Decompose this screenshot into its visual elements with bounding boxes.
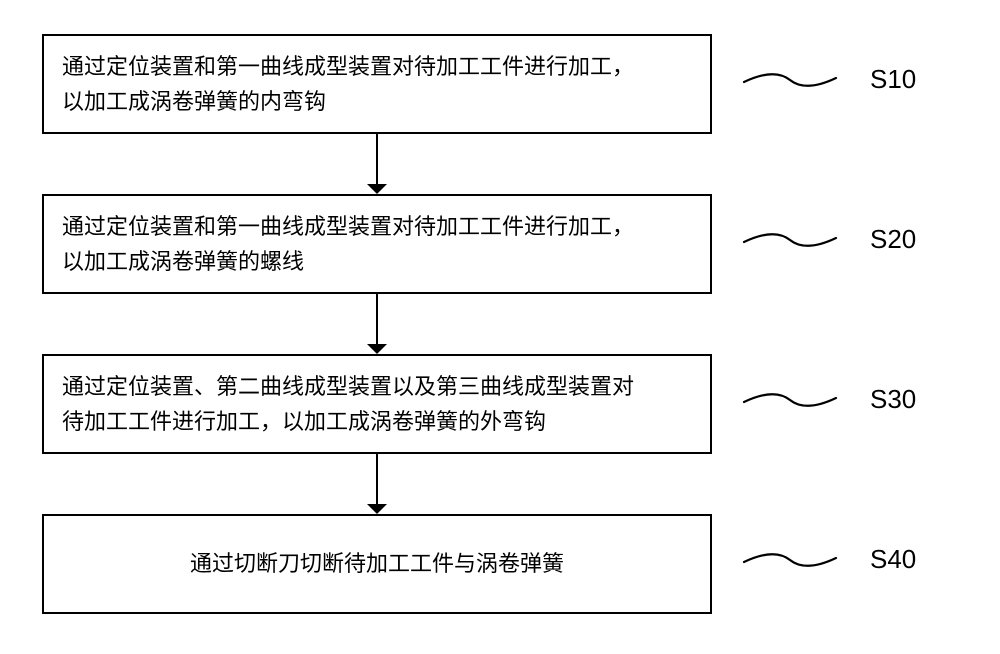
step-label-s30: S30 — [870, 384, 916, 415]
tilde-connector — [740, 60, 840, 100]
tilde-connector — [740, 380, 840, 420]
flow-step-text: 通过切断刀切断待加工工件与涡卷弹簧 — [190, 546, 564, 581]
arrow-head-2 — [367, 344, 387, 354]
flow-step-s30: 通过定位装置、第二曲线成型装置以及第三曲线成型装置对 待加工工件进行加工，以加工… — [42, 354, 712, 454]
arrow-line-1 — [376, 134, 378, 184]
arrow-line-2 — [376, 294, 378, 344]
flow-step-text: 通过定位装置和第一曲线成型装置对待加工工件进行加工， 以加工成涡卷弹簧的内弯钩 — [62, 49, 634, 119]
tilde-connector — [740, 220, 840, 260]
step-label-s10: S10 — [870, 64, 916, 95]
step-label-s40: S40 — [870, 544, 916, 575]
flow-step-s40: 通过切断刀切断待加工工件与涡卷弹簧 — [42, 514, 712, 614]
step-label-s20: S20 — [870, 224, 916, 255]
flow-step-s20: 通过定位装置和第一曲线成型装置对待加工工件进行加工， 以加工成涡卷弹簧的螺线 — [42, 194, 712, 294]
flow-step-s10: 通过定位装置和第一曲线成型装置对待加工工件进行加工， 以加工成涡卷弹簧的内弯钩 — [42, 34, 712, 134]
arrow-head-1 — [367, 184, 387, 194]
arrow-head-3 — [367, 504, 387, 514]
flow-step-text: 通过定位装置和第一曲线成型装置对待加工工件进行加工， 以加工成涡卷弹簧的螺线 — [62, 209, 634, 279]
tilde-connector — [740, 540, 840, 580]
arrow-line-3 — [376, 454, 378, 504]
flow-step-text: 通过定位装置、第二曲线成型装置以及第三曲线成型装置对 待加工工件进行加工，以加工… — [62, 369, 634, 439]
